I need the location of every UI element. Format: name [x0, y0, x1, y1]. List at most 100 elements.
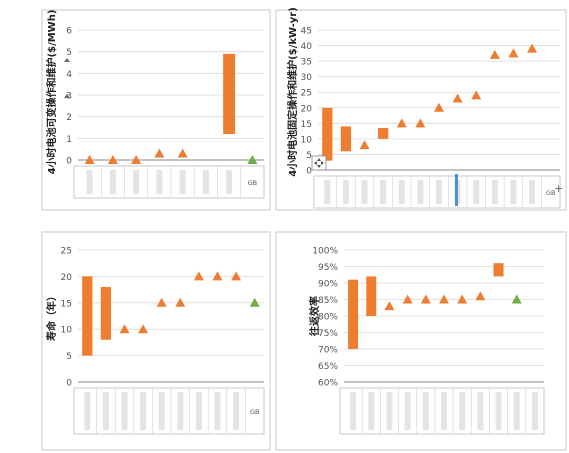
y-tick-label: 80%	[318, 313, 338, 323]
y-tick-label: 70%	[318, 346, 338, 356]
data-point	[138, 324, 149, 334]
move-handle-icon[interactable]	[311, 155, 327, 171]
y-tick-label: 15	[301, 120, 312, 130]
illegible-category-label	[417, 180, 424, 204]
illegible-category-label	[179, 170, 186, 194]
x-tick-label: GB	[250, 408, 260, 416]
data-point	[212, 271, 223, 281]
data-point	[193, 271, 204, 281]
range-bar	[340, 126, 352, 152]
illegible-category-label	[84, 392, 91, 430]
illegible-category-label	[459, 392, 466, 430]
y-tick-label: 25	[301, 89, 312, 99]
y-tick-label: 0	[66, 157, 72, 167]
illegible-category-label	[324, 180, 331, 204]
illegible-category-label	[226, 170, 233, 194]
x-tick-label: GB	[248, 179, 258, 187]
y-tick-label: 15	[61, 299, 72, 309]
illegible-category-label	[477, 392, 484, 430]
y-tick-label: 3	[66, 92, 72, 102]
illegible-category-label	[386, 392, 393, 430]
y-tick-label: 5	[306, 151, 312, 161]
category-label-box	[73, 165, 265, 199]
y-tick-label: 0	[306, 167, 312, 177]
chart-panel-3: 0 5 10 15 20 25 GB 寿命（年）	[41, 231, 271, 451]
data-point	[439, 294, 449, 304]
resize-arrow-icon	[64, 58, 70, 98]
range-bar	[223, 53, 236, 135]
y-tick-label: 20	[61, 273, 73, 283]
illegible-category-label	[491, 180, 498, 204]
illegible-category-label	[158, 392, 165, 430]
illegible-category-label	[109, 170, 116, 194]
y-tick-label: 95%	[318, 263, 338, 273]
y-tick-label: 1	[66, 135, 72, 145]
data-point	[177, 148, 188, 158]
data-point	[131, 155, 142, 164]
data-point	[84, 155, 95, 164]
y-tick-label: 0	[66, 379, 72, 389]
data-point	[156, 297, 167, 307]
data-point	[396, 118, 407, 128]
data-point	[119, 324, 130, 334]
y-axis-label: 4小时电池固定操作和维护($/kW-yr)	[286, 7, 299, 177]
range-bar	[322, 107, 333, 161]
illegible-category-label	[473, 180, 480, 204]
reference-point	[511, 294, 522, 304]
y-tick-label: 5	[66, 48, 72, 58]
data-point	[384, 301, 395, 311]
illegible-category-label	[342, 180, 349, 204]
illegible-category-label	[177, 392, 184, 430]
y-tick-label: 25	[61, 247, 72, 257]
illegible-category-label	[368, 392, 375, 430]
category-label-box	[313, 175, 561, 209]
y-tick-label: 85%	[318, 296, 338, 306]
category-label-box	[73, 387, 265, 435]
data-point	[154, 148, 165, 158]
illegible-category-label	[214, 392, 221, 430]
selection-marker	[455, 174, 458, 206]
y-tick-label: 45	[301, 27, 312, 37]
data-point	[415, 118, 426, 128]
move-handle-frame	[311, 155, 327, 171]
add-icon[interactable]: +	[554, 182, 563, 195]
illegible-category-label	[441, 392, 447, 430]
illegible-category-label	[510, 180, 517, 204]
illegible-category-label	[195, 392, 202, 430]
reference-point	[247, 155, 258, 164]
y-tick-label: 35	[301, 58, 312, 68]
y-tick-label: 6	[66, 27, 72, 37]
range-bar	[366, 276, 377, 316]
data-point	[471, 90, 482, 100]
y-tick-label: 60%	[318, 379, 338, 389]
data-point	[457, 294, 468, 304]
illegible-category-label	[361, 180, 368, 204]
range-bar	[82, 276, 93, 356]
y-tick-label: 10	[301, 135, 313, 145]
range-bar	[100, 286, 112, 340]
chart-panel-2: 0 5 10 15 20 25 30 35 40 45 GB 4小时电池固定操作和维护($/kW-yr…	[275, 7, 567, 211]
y-tick-label: 30	[301, 73, 313, 83]
illegible-category-label	[202, 170, 209, 194]
panel-frame	[41, 9, 271, 211]
category-label-box	[339, 387, 545, 435]
illegible-category-label	[531, 392, 538, 430]
chart-panel-4: 60% 65% 70% 75% 80% 85% 90% 95% 100% 往返效率	[275, 231, 567, 451]
y-axis-label: 寿命（年）	[45, 291, 58, 341]
illegible-category-label	[233, 392, 240, 430]
data-point	[527, 43, 538, 53]
y-tick-label: 2	[66, 113, 72, 123]
illegible-category-label	[380, 180, 387, 204]
illegible-category-label	[102, 392, 109, 430]
illegible-category-label	[86, 170, 93, 194]
data-point	[452, 93, 463, 103]
illegible-category-label	[422, 392, 429, 430]
data-point	[107, 155, 118, 164]
reference-point	[249, 297, 260, 307]
y-axis-label: 往返效率	[308, 296, 321, 336]
illegible-category-label	[404, 392, 411, 430]
illegible-category-label	[156, 170, 163, 194]
move-arrows	[314, 158, 324, 168]
y-tick-label: 65%	[318, 362, 338, 372]
